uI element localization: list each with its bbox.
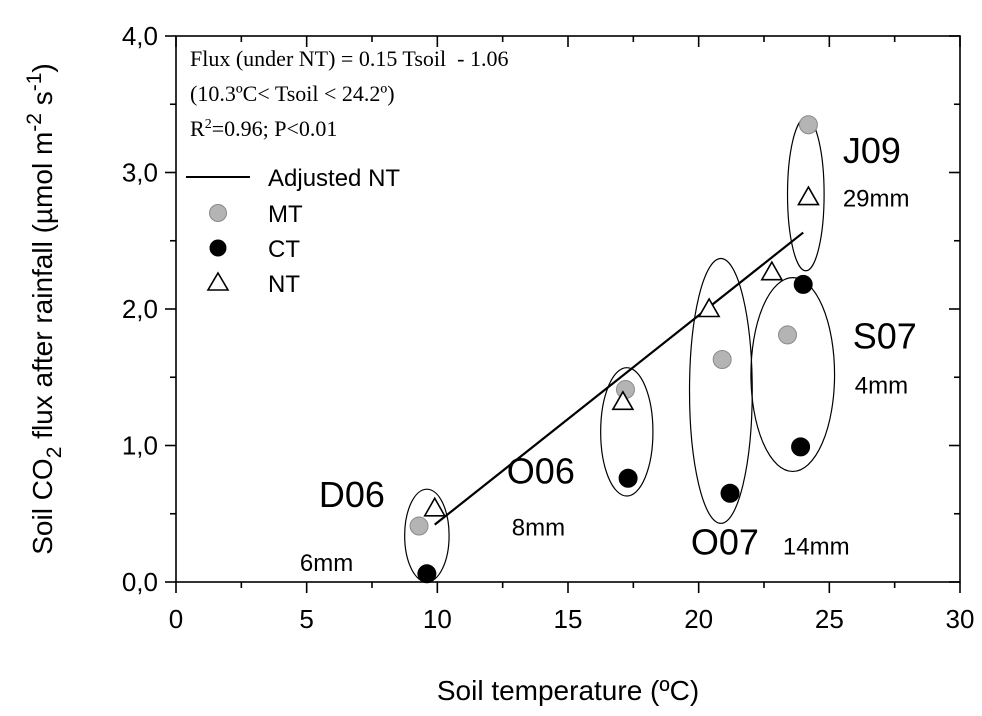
data-points xyxy=(409,115,820,584)
point-ct xyxy=(618,468,638,488)
legend-label-ct: CT xyxy=(268,236,300,263)
group-label-d06: D06 xyxy=(319,474,385,515)
group-ellipse-o07 xyxy=(688,257,753,524)
point-nt xyxy=(697,297,721,318)
point-mt xyxy=(712,350,732,370)
x-tick-label: 15 xyxy=(554,604,583,634)
point-nt xyxy=(611,390,635,411)
y-axis-ticks: 0,0 1,0 2,0 3,0 4,0 xyxy=(122,21,960,597)
x-tick-label: 20 xyxy=(684,604,713,634)
group-label-o07: O07 xyxy=(691,522,759,563)
annotation-line-2: (10.3ºC< Tsoil < 24.2º) xyxy=(190,81,395,106)
x-tick-label: 10 xyxy=(423,604,452,634)
legend-ct-marker xyxy=(209,239,227,257)
x-tick-label: 25 xyxy=(815,604,844,634)
fit-line-layer xyxy=(434,231,804,526)
point-ct xyxy=(417,564,437,584)
x-tick-label: 30 xyxy=(946,604,975,634)
point-ct xyxy=(791,437,811,457)
group-labels: D06 6mm O06 8mm O07 14mm S07 4mm J09 29mm xyxy=(300,130,917,577)
y-tick-label: 1,0 xyxy=(122,431,158,461)
fit-line-adjusted-nt xyxy=(434,231,804,526)
x-axis-ticks: 0 5 10 15 20 25 30 xyxy=(169,36,975,634)
group-ellipse-o06 xyxy=(600,367,654,497)
group-label-j09: J09 xyxy=(843,130,901,171)
point-mt xyxy=(798,115,818,135)
y-tick-label: 4,0 xyxy=(122,21,158,51)
group-ellipse-s07 xyxy=(750,277,836,473)
y-tick-label: 3,0 xyxy=(122,158,158,188)
x-axis-label: Soil temperature (ºC) xyxy=(437,675,699,706)
y-axis-label: Soil CO2 flux after rainfall (µmol m-2 s… xyxy=(23,63,66,555)
group-rain-o07: 14mm xyxy=(783,534,850,561)
group-label-o06: O06 xyxy=(507,451,575,492)
legend-nt-marker xyxy=(206,271,230,291)
annotation-line-1: Flux (under NT) = 0.15 Tsoil - 1.06 xyxy=(190,46,508,71)
point-mt xyxy=(409,516,429,536)
group-rain-o06: 8mm xyxy=(512,515,565,542)
point-nt xyxy=(760,260,784,281)
point-nt xyxy=(423,496,447,517)
group-rain-s07: 4mm xyxy=(855,373,908,400)
legend-label-nt: NT xyxy=(268,271,300,298)
group-label-s07: S07 xyxy=(853,316,917,357)
point-ct xyxy=(793,274,813,294)
group-rain-d06: 6mm xyxy=(300,550,353,577)
point-nt xyxy=(797,185,820,206)
legend-label-mt: MT xyxy=(268,201,303,228)
point-ct xyxy=(720,483,740,503)
x-tick-label: 5 xyxy=(299,604,313,634)
legend-label-adjusted-nt: Adjusted NT xyxy=(268,165,400,192)
legend-mt-marker xyxy=(209,204,227,222)
y-tick-label: 0,0 xyxy=(122,567,158,597)
y-tick-label: 2,0 xyxy=(122,294,158,324)
legend: Adjusted NT MT CT NT xyxy=(186,165,400,298)
point-mt xyxy=(778,325,798,345)
annotation-r2: R2=0.96; P<0.01 xyxy=(190,116,337,141)
group-rain-j09: 29mm xyxy=(843,186,910,213)
x-tick-label: 0 xyxy=(169,604,183,634)
group-ellipses xyxy=(404,117,836,583)
